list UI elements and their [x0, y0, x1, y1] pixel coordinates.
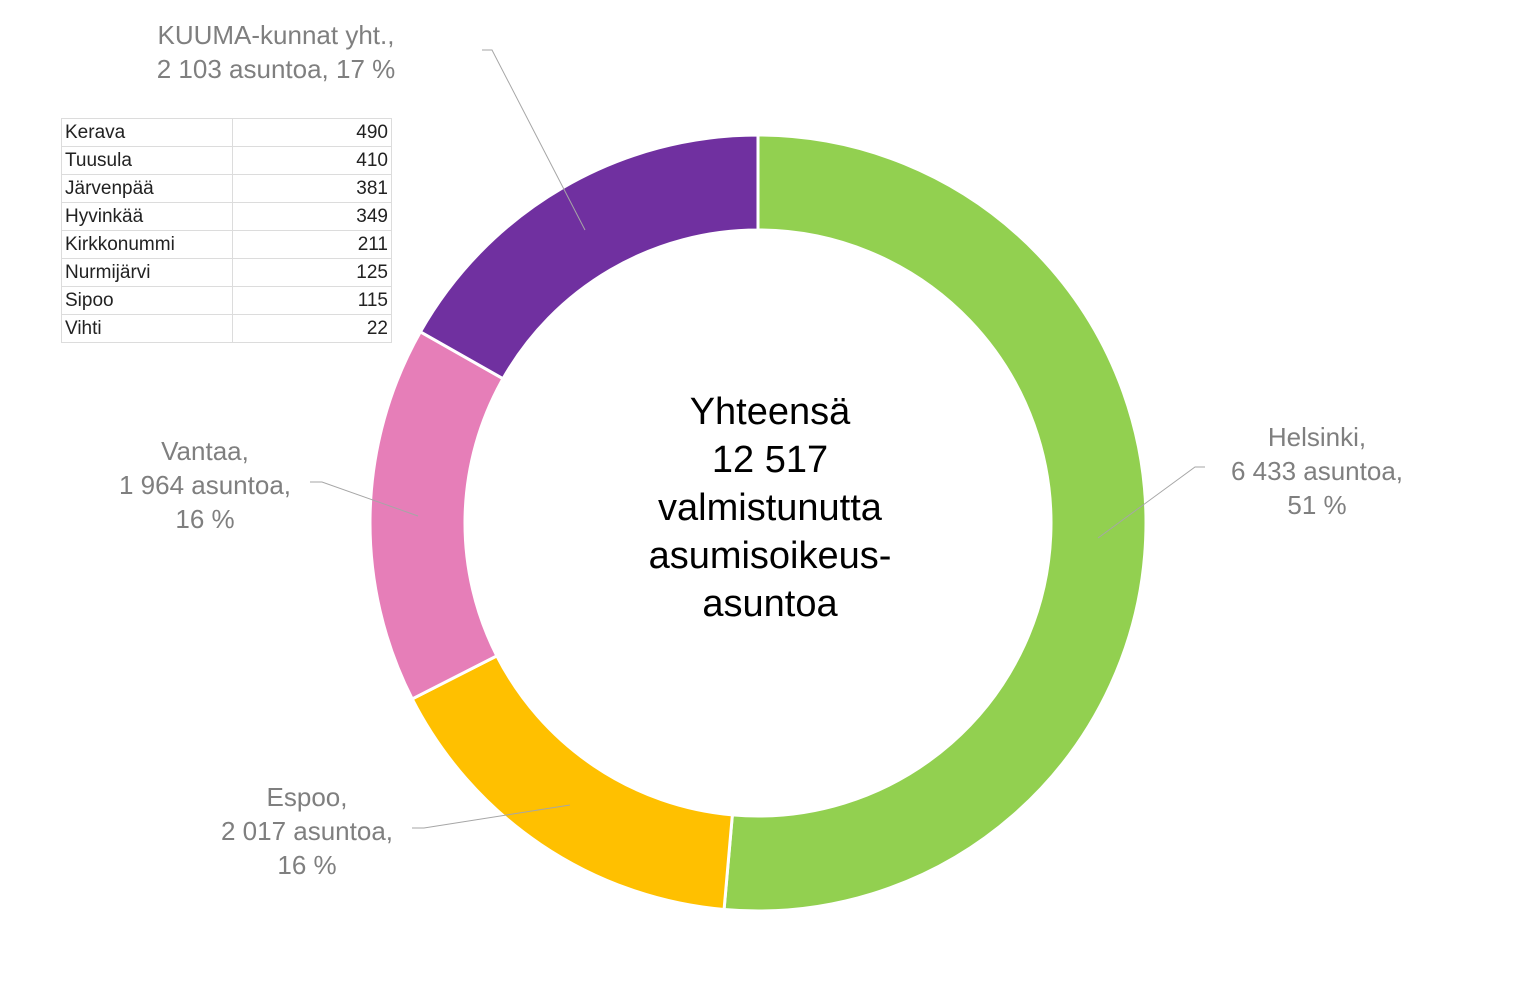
table-row: Kirkkonummi 211 [61, 230, 392, 259]
center-line: asuntoa [702, 583, 838, 625]
table-row: Sipoo 115 [61, 286, 392, 315]
municipality-name: Tuusula [61, 146, 233, 175]
slice-vantaa [368, 329, 506, 701]
municipality-value: 381 [232, 174, 392, 203]
municipality-value: 115 [232, 286, 392, 315]
center-text: Yhteensä 12 517 valmistunutta asumisoike… [649, 388, 892, 628]
municipality-name: Kerava [61, 118, 233, 147]
center-line: 12 517 [711, 439, 829, 481]
leader-line [310, 481, 419, 517]
label-line: Helsinki, [1267, 422, 1367, 452]
label-line: KUUMA-kunnat yht., [157, 20, 395, 50]
label-line: 51 % [1287, 490, 1347, 520]
label-helsinki: Helsinki, 6 433 asuntoa, 51 % [1231, 420, 1403, 522]
label-line: 1 964 asuntoa, [118, 470, 292, 500]
table-row: Nurmijärvi 125 [61, 258, 392, 287]
label-line: Vantaa, [161, 436, 249, 466]
table-row: Hyvinkää 349 [61, 202, 392, 231]
municipality-name: Hyvinkää [61, 202, 233, 231]
municipality-value: 211 [232, 230, 392, 259]
table-row: Järvenpää 381 [61, 174, 392, 203]
table-row: Vihti 22 [61, 314, 392, 343]
municipality-name: Järvenpää [61, 174, 233, 203]
label-line: 2 103 asuntoa, 17 % [156, 54, 396, 84]
table-row: Kerava 490 [61, 118, 392, 147]
label-line: 16 % [175, 504, 235, 534]
leader-line [412, 804, 571, 829]
label-espoo: Espoo, 2 017 asuntoa, 16 % [221, 780, 393, 882]
label-line: 6 433 asuntoa, [1230, 456, 1404, 486]
label-line: Espoo, [266, 782, 348, 812]
table-row: Tuusula 410 [61, 146, 392, 175]
center-line: valmistunutta [658, 487, 882, 529]
municipality-value: 410 [232, 146, 392, 175]
municipality-name: Nurmijärvi [61, 258, 233, 287]
label-vantaa: Vantaa, 1 964 asuntoa, 16 % [119, 434, 291, 536]
municipality-value: 22 [232, 314, 392, 343]
slice-espoo [410, 653, 734, 912]
label-line: 16 % [277, 850, 337, 880]
leader-line [482, 49, 586, 231]
center-line: asumisoikeus- [648, 535, 892, 577]
municipality-name: Kirkkonummi [61, 230, 233, 259]
kuuma-table: Kerava 490 Tuusula 410 Järvenpää 381 Hyvinkää 3… [61, 118, 392, 343]
slice-helsinki [722, 133, 1148, 913]
leader-line [1097, 466, 1205, 539]
municipality-value: 349 [232, 202, 392, 231]
municipality-value: 125 [232, 258, 392, 287]
municipality-value: 490 [232, 118, 392, 147]
municipality-name: Sipoo [61, 286, 233, 315]
label-kuuma: KUUMA-kunnat yht., 2 103 asuntoa, 17 % [157, 18, 396, 86]
label-line: 2 017 asuntoa, [220, 816, 394, 846]
center-line: Yhteensä [689, 391, 851, 433]
slice-kuuma-kunnat-yht [418, 133, 760, 381]
municipality-name: Vihti [61, 314, 233, 343]
